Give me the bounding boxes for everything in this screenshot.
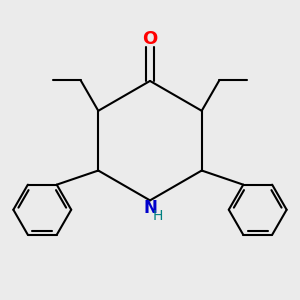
Text: H: H bbox=[152, 209, 163, 223]
Text: O: O bbox=[142, 30, 158, 48]
Text: N: N bbox=[143, 199, 157, 217]
